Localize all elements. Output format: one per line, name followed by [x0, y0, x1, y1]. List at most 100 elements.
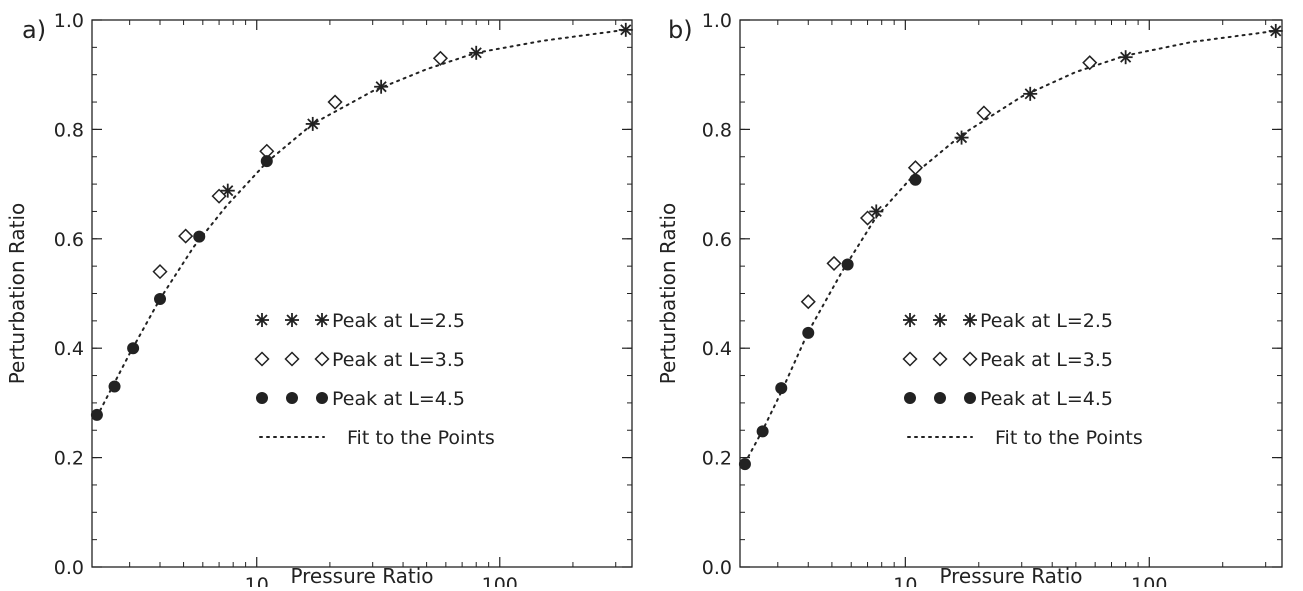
x-axis-label: Pressure Ratio: [939, 564, 1082, 587]
x-tick-label: 100: [1131, 574, 1167, 587]
point-diamond: [178, 228, 194, 244]
point-asterisk-stroke: [620, 24, 632, 36]
point-filled-circle: [756, 425, 769, 438]
point-asterisk-stroke: [1270, 25, 1282, 37]
y-tick-label: 0.4: [54, 338, 84, 360]
y-tick-label: 0.2: [702, 448, 732, 470]
legend-marker: [933, 313, 947, 327]
plot-frame: [739, 19, 1283, 568]
y-tick-label: 0.0: [702, 557, 732, 579]
x-tick-label: 10: [893, 574, 917, 587]
x-tick-label: 10: [245, 574, 269, 587]
point-diamond: [1082, 55, 1098, 71]
legend-marker-stroke: [904, 314, 916, 326]
panel-b: 0.0 0.2 0.4 0.6 0.8 1.0 10 100 Pressure Ratio Per…: [656, 10, 1283, 591]
legend-marker-stroke: [286, 314, 298, 326]
y-axis-label: Perturbation Ratio: [5, 203, 29, 385]
legend-marker: [256, 392, 268, 404]
legend-marker: [254, 351, 270, 367]
legend-label: Fit to the Points: [347, 427, 495, 449]
legend-entry: Peak at L=3.5: [902, 349, 1113, 371]
legend-marker: [285, 313, 299, 327]
legend-label: Fit to the Points: [995, 427, 1143, 449]
y-tick-label: 0.6: [702, 229, 732, 251]
legend-entry: Peak at L=2.5: [255, 310, 465, 332]
y-axis-label: Perturbation Ratio: [656, 203, 680, 385]
panel-a: 0.0 0.2 0.4 0.6 0.8 1.0 10 100 Pressure Ratio Per…: [5, 10, 633, 591]
fit-curve: [95, 28, 627, 418]
point-diamond: [826, 255, 842, 271]
legend-label: Peak at L=2.5: [332, 310, 465, 332]
legend-entry: Fit to the Points: [259, 427, 495, 449]
point-diamond: [327, 94, 343, 110]
y-tick-label: 0.2: [54, 448, 84, 470]
legend-marker-stroke: [934, 314, 946, 326]
point-diamond: [800, 294, 816, 310]
x-axis-label: Pressure Ratio: [290, 564, 433, 587]
legend-marker-stroke: [316, 314, 328, 326]
y-tick-label: 1.0: [54, 10, 84, 32]
y-tick-label: 0.8: [54, 119, 84, 141]
legend-marker: [934, 392, 946, 404]
point-asterisk-stroke: [1024, 88, 1036, 100]
point-diamond: [432, 50, 448, 66]
legend-marker: [315, 313, 329, 327]
point-filled-circle: [108, 380, 121, 393]
point-asterisk-stroke: [307, 118, 319, 130]
point-filled-circle: [841, 258, 854, 271]
legend-label: Peak at L=3.5: [332, 349, 465, 371]
legend-marker: [964, 392, 976, 404]
point-asterisk: [469, 45, 484, 60]
legend-marker: [904, 392, 916, 404]
legend-entry: Fit to the Points: [907, 427, 1143, 449]
point-asterisk: [1118, 50, 1133, 65]
point-asterisk-stroke: [375, 81, 387, 93]
legend-marker: [903, 313, 917, 327]
point-filled-circle: [127, 342, 140, 355]
point-asterisk-stroke: [470, 47, 482, 59]
point-filled-circle: [154, 292, 167, 305]
y-tick-label: 0.4: [702, 338, 732, 360]
point-filled-circle: [802, 326, 815, 339]
point-asterisk: [954, 130, 969, 145]
point-diamond: [859, 210, 876, 226]
y-tick-label: 0.8: [702, 119, 732, 141]
y-tick-label: 0.6: [54, 229, 84, 251]
point-asterisk-stroke: [870, 205, 882, 218]
point-filled-circle: [90, 408, 103, 421]
point-asterisk: [1023, 86, 1038, 101]
point-asterisk: [374, 79, 389, 94]
y-tick-label: 1.0: [702, 10, 732, 32]
panel-label: b): [668, 16, 693, 44]
legend-entry: Peak at L=2.5: [903, 310, 1113, 332]
legend-marker-stroke: [256, 314, 268, 326]
point-diamond: [907, 160, 923, 176]
legend-entry: Peak at L=4.5: [256, 388, 465, 410]
legend-label: Peak at L=4.5: [332, 388, 465, 410]
legend-marker: [286, 392, 298, 404]
legend-entry: Peak at L=3.5: [254, 349, 465, 371]
legend-marker: [932, 351, 948, 367]
legend-marker: [963, 313, 977, 327]
legend-label: Peak at L=4.5: [980, 388, 1113, 410]
legend-marker: [284, 351, 300, 367]
legend-marker: [902, 351, 918, 367]
point-diamond: [976, 105, 992, 121]
legend-marker: [316, 392, 328, 404]
point-filled-circle: [738, 458, 751, 471]
legend-label: Peak at L=3.5: [980, 349, 1113, 371]
legend-marker: [314, 351, 330, 367]
point-diamond: [211, 188, 227, 204]
legend-entry: Peak at L=4.5: [904, 388, 1113, 410]
legend-marker-stroke: [964, 314, 976, 326]
point-asterisk: [618, 22, 633, 37]
plot-frame: [91, 19, 633, 568]
point-filled-circle: [193, 230, 206, 243]
point-asterisk-stroke: [955, 132, 968, 144]
point-asterisk-stroke: [1120, 51, 1132, 63]
point-filled-circle: [775, 382, 788, 395]
point-asterisk: [1268, 23, 1283, 38]
legend-marker: [255, 313, 269, 327]
